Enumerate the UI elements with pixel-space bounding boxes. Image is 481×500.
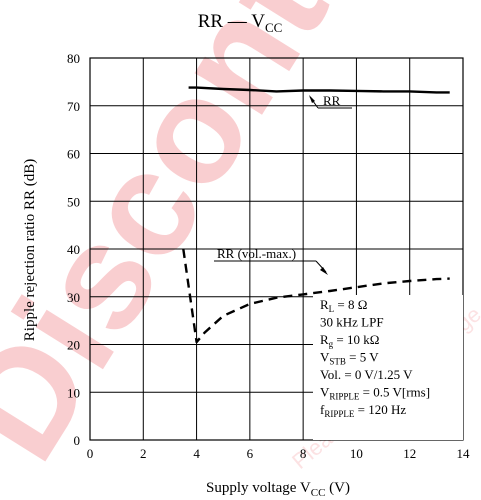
- condition-line: RL = 8 Ω: [320, 297, 367, 314]
- condition-rest: = 10 kΩ: [333, 332, 379, 347]
- y-tick-label: 80: [67, 51, 80, 66]
- tick-labels: 0 2 4 6 8 10 12 14 0 10 20 30 40 50 60 70 80: [67, 51, 470, 461]
- rr-vol-max-leader-arrow: [320, 267, 328, 275]
- x-tick-label: 10: [350, 446, 363, 461]
- condition-line: 30 kHz LPF: [320, 315, 384, 330]
- x-tick-label: 6: [247, 446, 254, 461]
- y-tick-label: 60: [67, 147, 80, 162]
- chart-title: RR — VCC: [198, 11, 283, 35]
- x-tick-label: 0: [87, 446, 94, 461]
- series-group: [182, 86, 450, 344]
- condition-line: fRIPPLE = 120 Hz: [320, 402, 406, 419]
- condition-main: V: [320, 385, 330, 400]
- condition-line: VRIPPLE = 0.5 V[rms]: [320, 385, 430, 402]
- condition-main: R: [320, 297, 329, 312]
- plot-frame: [89, 57, 464, 441]
- condition-rest: = 120 Hz: [354, 402, 406, 417]
- y-axis-label: Ripple rejection ratio RR (dB): [22, 159, 38, 341]
- condition-sub: g: [329, 339, 334, 349]
- chart-title-sub: CC: [265, 20, 282, 35]
- condition-line: Rg = 10 kΩ: [320, 332, 379, 349]
- x-axis-label-main: Supply voltage V: [206, 480, 311, 496]
- x-tick-label: 4: [193, 446, 200, 461]
- condition-sub: RIPPLE: [329, 392, 360, 402]
- condition-rest: = 5 V: [346, 350, 379, 365]
- x-axis-label-unit: (V): [325, 480, 350, 496]
- condition-main: R: [320, 332, 329, 347]
- y-tick-label: 10: [67, 385, 80, 400]
- condition-sub: RIPPLE: [324, 409, 355, 419]
- condition-rest: = 0.5 V[rms]: [359, 385, 430, 400]
- condition-rest: = 8 Ω: [334, 297, 367, 312]
- series-line-rr-vol-max: [182, 248, 450, 344]
- series-label-rr-vol-max: RR (vol.-max.): [217, 246, 296, 261]
- y-tick-label: 30: [67, 290, 80, 305]
- y-tick-label: 0: [74, 433, 81, 448]
- x-axis-label: Supply voltage VCC (V): [206, 480, 350, 499]
- rr-leader-arrow: [309, 95, 315, 103]
- y-tick-label: 20: [67, 338, 80, 353]
- x-tick-label: 2: [140, 446, 147, 461]
- condition-line: VSTB = 5 V: [320, 350, 379, 367]
- condition-sub: L: [329, 304, 335, 314]
- condition-line: Vol. = 0 V/1.25 V: [320, 367, 413, 382]
- y-tick-label: 50: [67, 194, 80, 209]
- x-tick-label: 12: [403, 446, 416, 461]
- condition-main: f: [320, 402, 325, 417]
- condition-main: Vol. = 0 V/1.25 V: [320, 367, 413, 382]
- chart-title-main: RR — V: [198, 11, 266, 32]
- condition-main: 30 kHz LPF: [320, 315, 384, 330]
- condition-main: V: [320, 350, 330, 365]
- series-label-rr: RR: [323, 93, 341, 108]
- conditions-box-bg: [313, 295, 463, 440]
- series-line-rr: [188, 86, 450, 94]
- condition-sub: STB: [329, 357, 346, 367]
- x-tick-label: 14: [457, 446, 471, 461]
- y-tick-label: 40: [67, 242, 80, 257]
- grid: [89, 57, 464, 441]
- series-label-rr-group: RR: [309, 93, 352, 109]
- y-tick-label: 70: [67, 99, 80, 114]
- x-tick-label: 8: [300, 446, 307, 461]
- series-label-rr-vol-max-group: RR (vol.-max.): [214, 246, 328, 275]
- x-axis-label-sub: CC: [311, 487, 326, 499]
